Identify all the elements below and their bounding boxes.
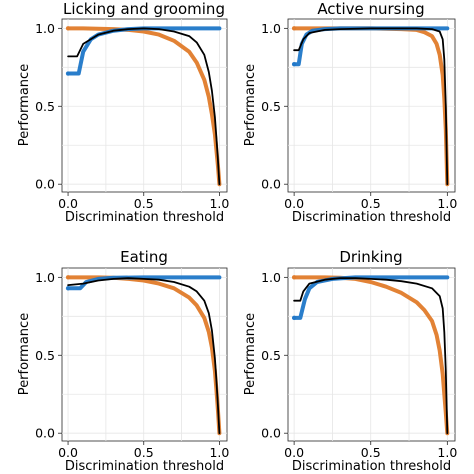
series-line-3 [293,27,449,186]
y-axis-label: Performance [243,64,258,146]
panel-title: Active nursing [317,0,424,18]
y-tick-label: 0.5 [35,99,55,114]
series-start-point-1 [291,275,297,280]
x-tick-label: 0.5 [134,445,154,460]
x-tick-label: 1.0 [209,445,229,460]
plot-frame [61,267,228,442]
series-line-3 [67,277,221,435]
y-tick-label: 0.0 [35,426,55,441]
y-tick-label: 0.0 [35,177,55,192]
y-tick-label: 0.0 [261,177,281,192]
x-tick-label: 1.0 [209,196,229,211]
y-tick-label: 1.0 [261,21,281,36]
series-start-point-1 [65,275,71,280]
series-start-point-2 [65,71,71,76]
series-line-3 [67,27,221,186]
x-tick-label: 0.0 [284,196,304,211]
plot-frame [287,18,456,193]
series-line-1 [292,275,450,436]
y-tick-label: 1.0 [35,21,55,36]
x-tick-label: 1.0 [437,445,457,460]
series-start-point-2 [291,315,297,321]
series-line-3 [293,277,449,435]
x-tick-label: 0.0 [58,445,78,460]
series-line-1 [66,26,222,187]
x-axis-label: Discrimination threshold [292,210,451,225]
x-axis-label: Discrimination threshold [292,459,451,474]
x-tick-label: 0.0 [284,445,304,460]
chart-panel-2: 0.0 0.5 1.0 0.0 0.5 1.0 Active nursing Discrimi… [243,0,457,225]
x-tick-label: 0.5 [361,445,381,460]
y-axis-label: Performance [243,313,258,395]
y-axis-label: Performance [17,313,32,395]
panel-title: Eating [120,248,168,266]
series-line-2 [66,275,222,291]
y-tick-label: 0.5 [35,348,55,363]
y-tick-label: 0.5 [261,348,281,363]
y-axis-label: Performance [17,64,32,146]
y-tick-label: 0.5 [261,99,281,114]
chart-panel-1: 0.0 0.5 1.0 0.0 0.5 1.0 Licking and grooming Di… [17,0,229,225]
y-tick-label: 1.0 [261,270,281,285]
chart-panel-3: 0.0 0.5 1.0 0.0 0.5 1.0 Eating Discrimination t… [17,248,229,474]
chart-panel-4: 0.0 0.5 1.0 0.0 0.5 1.0 Drinking Discrimination… [243,248,457,474]
x-axis-label: Discrimination threshold [65,210,224,225]
x-axis-label: Discrimination threshold [65,459,224,474]
series-start-point-1 [65,26,71,31]
y-tick-label: 0.0 [261,426,281,441]
series-start-point-1 [291,26,297,31]
plot-frame [287,267,456,442]
x-tick-label: 0.5 [361,196,381,211]
x-tick-label: 0.5 [134,196,154,211]
x-tick-label: 1.0 [437,196,457,211]
series-start-point-2 [291,61,297,67]
x-tick-label: 0.0 [58,196,78,211]
panel-title: Licking and grooming [63,0,225,18]
panel-title: Drinking [339,248,402,266]
y-tick-label: 1.0 [35,270,55,285]
series-start-point-2 [65,286,71,291]
